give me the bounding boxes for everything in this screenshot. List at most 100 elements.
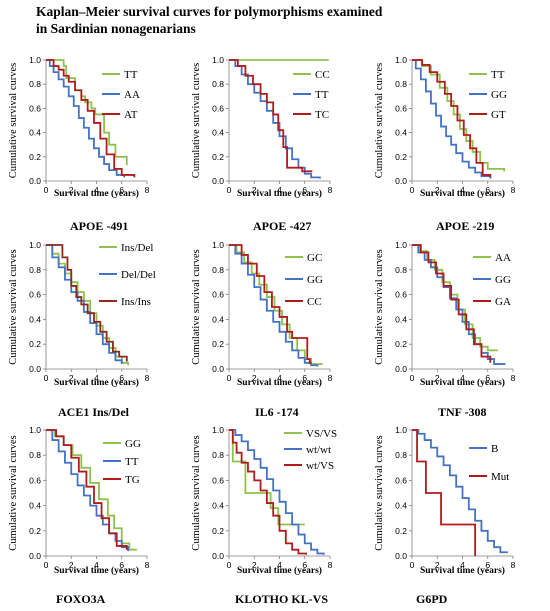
km-curve-b [412, 429, 508, 554]
legend-label: TT [124, 69, 138, 81]
panel-caption: G6PD [416, 592, 448, 606]
y-tick-label: 0.4 [212, 128, 224, 138]
km-chart-svg: Cumulative survival curves Survival time … [191, 55, 333, 199]
km-curve-del-del [46, 244, 123, 365]
km-chart-svg: Cumulative survival curves Survival time … [8, 425, 150, 576]
y-tick-label: 0.8 [29, 450, 41, 460]
x-axis-label: Survival time (years) [420, 188, 505, 199]
y-tick-label: 0.2 [212, 526, 224, 536]
legend-label: AA [495, 252, 511, 264]
y-tick-label: 0.8 [29, 265, 41, 275]
x-tick-label: 6 [485, 560, 490, 570]
x-tick-label: 0 [44, 560, 49, 570]
y-tick-label: 0.6 [29, 475, 41, 485]
legend-label: AT [124, 109, 138, 121]
y-tick-label: 1.0 [29, 240, 41, 250]
x-tick-label: 4 [277, 560, 282, 570]
y-axis-label: Cumulative survival curves [191, 63, 202, 178]
y-tick-label: 0.6 [212, 290, 224, 300]
y-tick-label: 0.8 [212, 450, 224, 460]
x-tick-label: 0 [410, 373, 415, 383]
x-tick-label: 8 [145, 373, 150, 383]
x-tick-label: 2 [252, 560, 257, 570]
y-tick-label: 0.8 [212, 79, 224, 89]
y-tick-label: 0.6 [395, 475, 407, 485]
y-tick-label: 1.0 [212, 425, 224, 435]
x-tick-label: 6 [119, 373, 124, 383]
y-tick-label: 0.4 [29, 314, 41, 324]
legend-label: wt/VS [306, 460, 334, 472]
km-curve-mut [412, 429, 477, 556]
x-tick-label: 4 [460, 185, 465, 195]
x-tick-label: 4 [94, 373, 99, 383]
panel-caption: ACE1 Ins/Del [58, 405, 130, 419]
legend-label: Ins/Del [121, 242, 153, 254]
y-tick-label: 0.8 [29, 79, 41, 89]
legend-label: TT [491, 69, 505, 81]
km-curve-tt [46, 429, 129, 551]
panel-caption: APOE -491 [70, 219, 129, 233]
y-tick-label: 0.6 [29, 103, 41, 113]
x-tick-label: 6 [302, 185, 307, 195]
x-axis-label: Survival time (years) [54, 188, 139, 199]
legend-label: Del/Del [121, 269, 156, 281]
y-tick-label: 1.0 [395, 240, 407, 250]
x-tick-label: 6 [302, 373, 307, 383]
x-axis-label: Survival time (years) [237, 377, 322, 388]
legend-label: AA [124, 89, 140, 101]
x-tick-label: 4 [277, 185, 282, 195]
y-tick-label: 0.6 [212, 475, 224, 485]
y-tick-label: 0.0 [29, 364, 41, 374]
km-chart-svg: Cumulative survival curves Survival time … [374, 55, 516, 199]
km-panel-il6-174: Cumulative survival curves Survival time … [183, 237, 366, 422]
y-tick-label: 0.2 [395, 152, 407, 162]
x-tick-label: 2 [252, 185, 257, 195]
km-panel-foxo3a: Cumulative survival curves Survival time … [0, 422, 183, 607]
km-curve-ins-ins [46, 244, 128, 362]
x-tick-label: 0 [227, 185, 232, 195]
legend-label: Ins/Ins [121, 296, 151, 308]
km-curve-gc [229, 244, 323, 365]
km-chart-svg: Cumulative survival curves Survival time … [191, 425, 337, 576]
km-panel-ace1: Cumulative survival curves Survival time … [0, 237, 183, 422]
figure-title-line-1: Kaplan–Meier survival curves for polymor… [36, 4, 383, 19]
x-tick-label: 8 [328, 373, 333, 383]
km-curve-gg [412, 59, 492, 179]
y-tick-label: 0.0 [29, 176, 41, 186]
y-tick-label: 0.6 [395, 103, 407, 113]
x-tick-label: 4 [277, 373, 282, 383]
legend-label: B [491, 443, 498, 455]
legend-label: TT [315, 89, 329, 101]
km-panel-tnf-308: Cumulative survival curves Survival time … [366, 237, 549, 422]
y-tick-label: 0.0 [395, 176, 407, 186]
y-tick-label: 0.2 [29, 339, 41, 349]
km-panel-apoe-427: Cumulative survival curves Survival time … [183, 52, 366, 237]
x-axis-label: Survival time (years) [54, 377, 139, 388]
km-chart-svg: Cumulative survival curves Survival time … [374, 240, 516, 388]
y-tick-label: 1.0 [395, 55, 407, 65]
x-tick-label: 0 [410, 185, 415, 195]
y-tick-label: 0.0 [395, 364, 407, 374]
y-tick-label: 1.0 [29, 55, 41, 65]
km-curve-gt [412, 59, 492, 178]
y-tick-label: 0.8 [395, 450, 407, 460]
legend-label: CC [315, 69, 330, 81]
y-axis-label: Cumulative survival curves [8, 63, 19, 178]
panel-caption: APOE -427 [253, 219, 312, 233]
y-axis-label: Cumulative survival curves [374, 63, 385, 178]
km-curve-tg [46, 429, 128, 550]
x-tick-label: 6 [485, 373, 490, 383]
legend-label: GG [125, 438, 141, 450]
y-tick-label: 1.0 [395, 425, 407, 435]
legend-label: GG [495, 274, 511, 286]
legend-label: GG [307, 274, 323, 286]
y-tick-label: 0.2 [29, 526, 41, 536]
y-tick-label: 0.4 [395, 501, 407, 511]
y-tick-label: 0.8 [395, 265, 407, 275]
y-tick-label: 0.6 [29, 290, 41, 300]
y-tick-label: 0.0 [212, 176, 224, 186]
y-tick-label: 0.4 [212, 501, 224, 511]
km-curve-gg [229, 244, 319, 367]
figure-title-line-2: in Sardinian nonagenarians [36, 21, 196, 36]
y-tick-label: 0.4 [212, 314, 224, 324]
